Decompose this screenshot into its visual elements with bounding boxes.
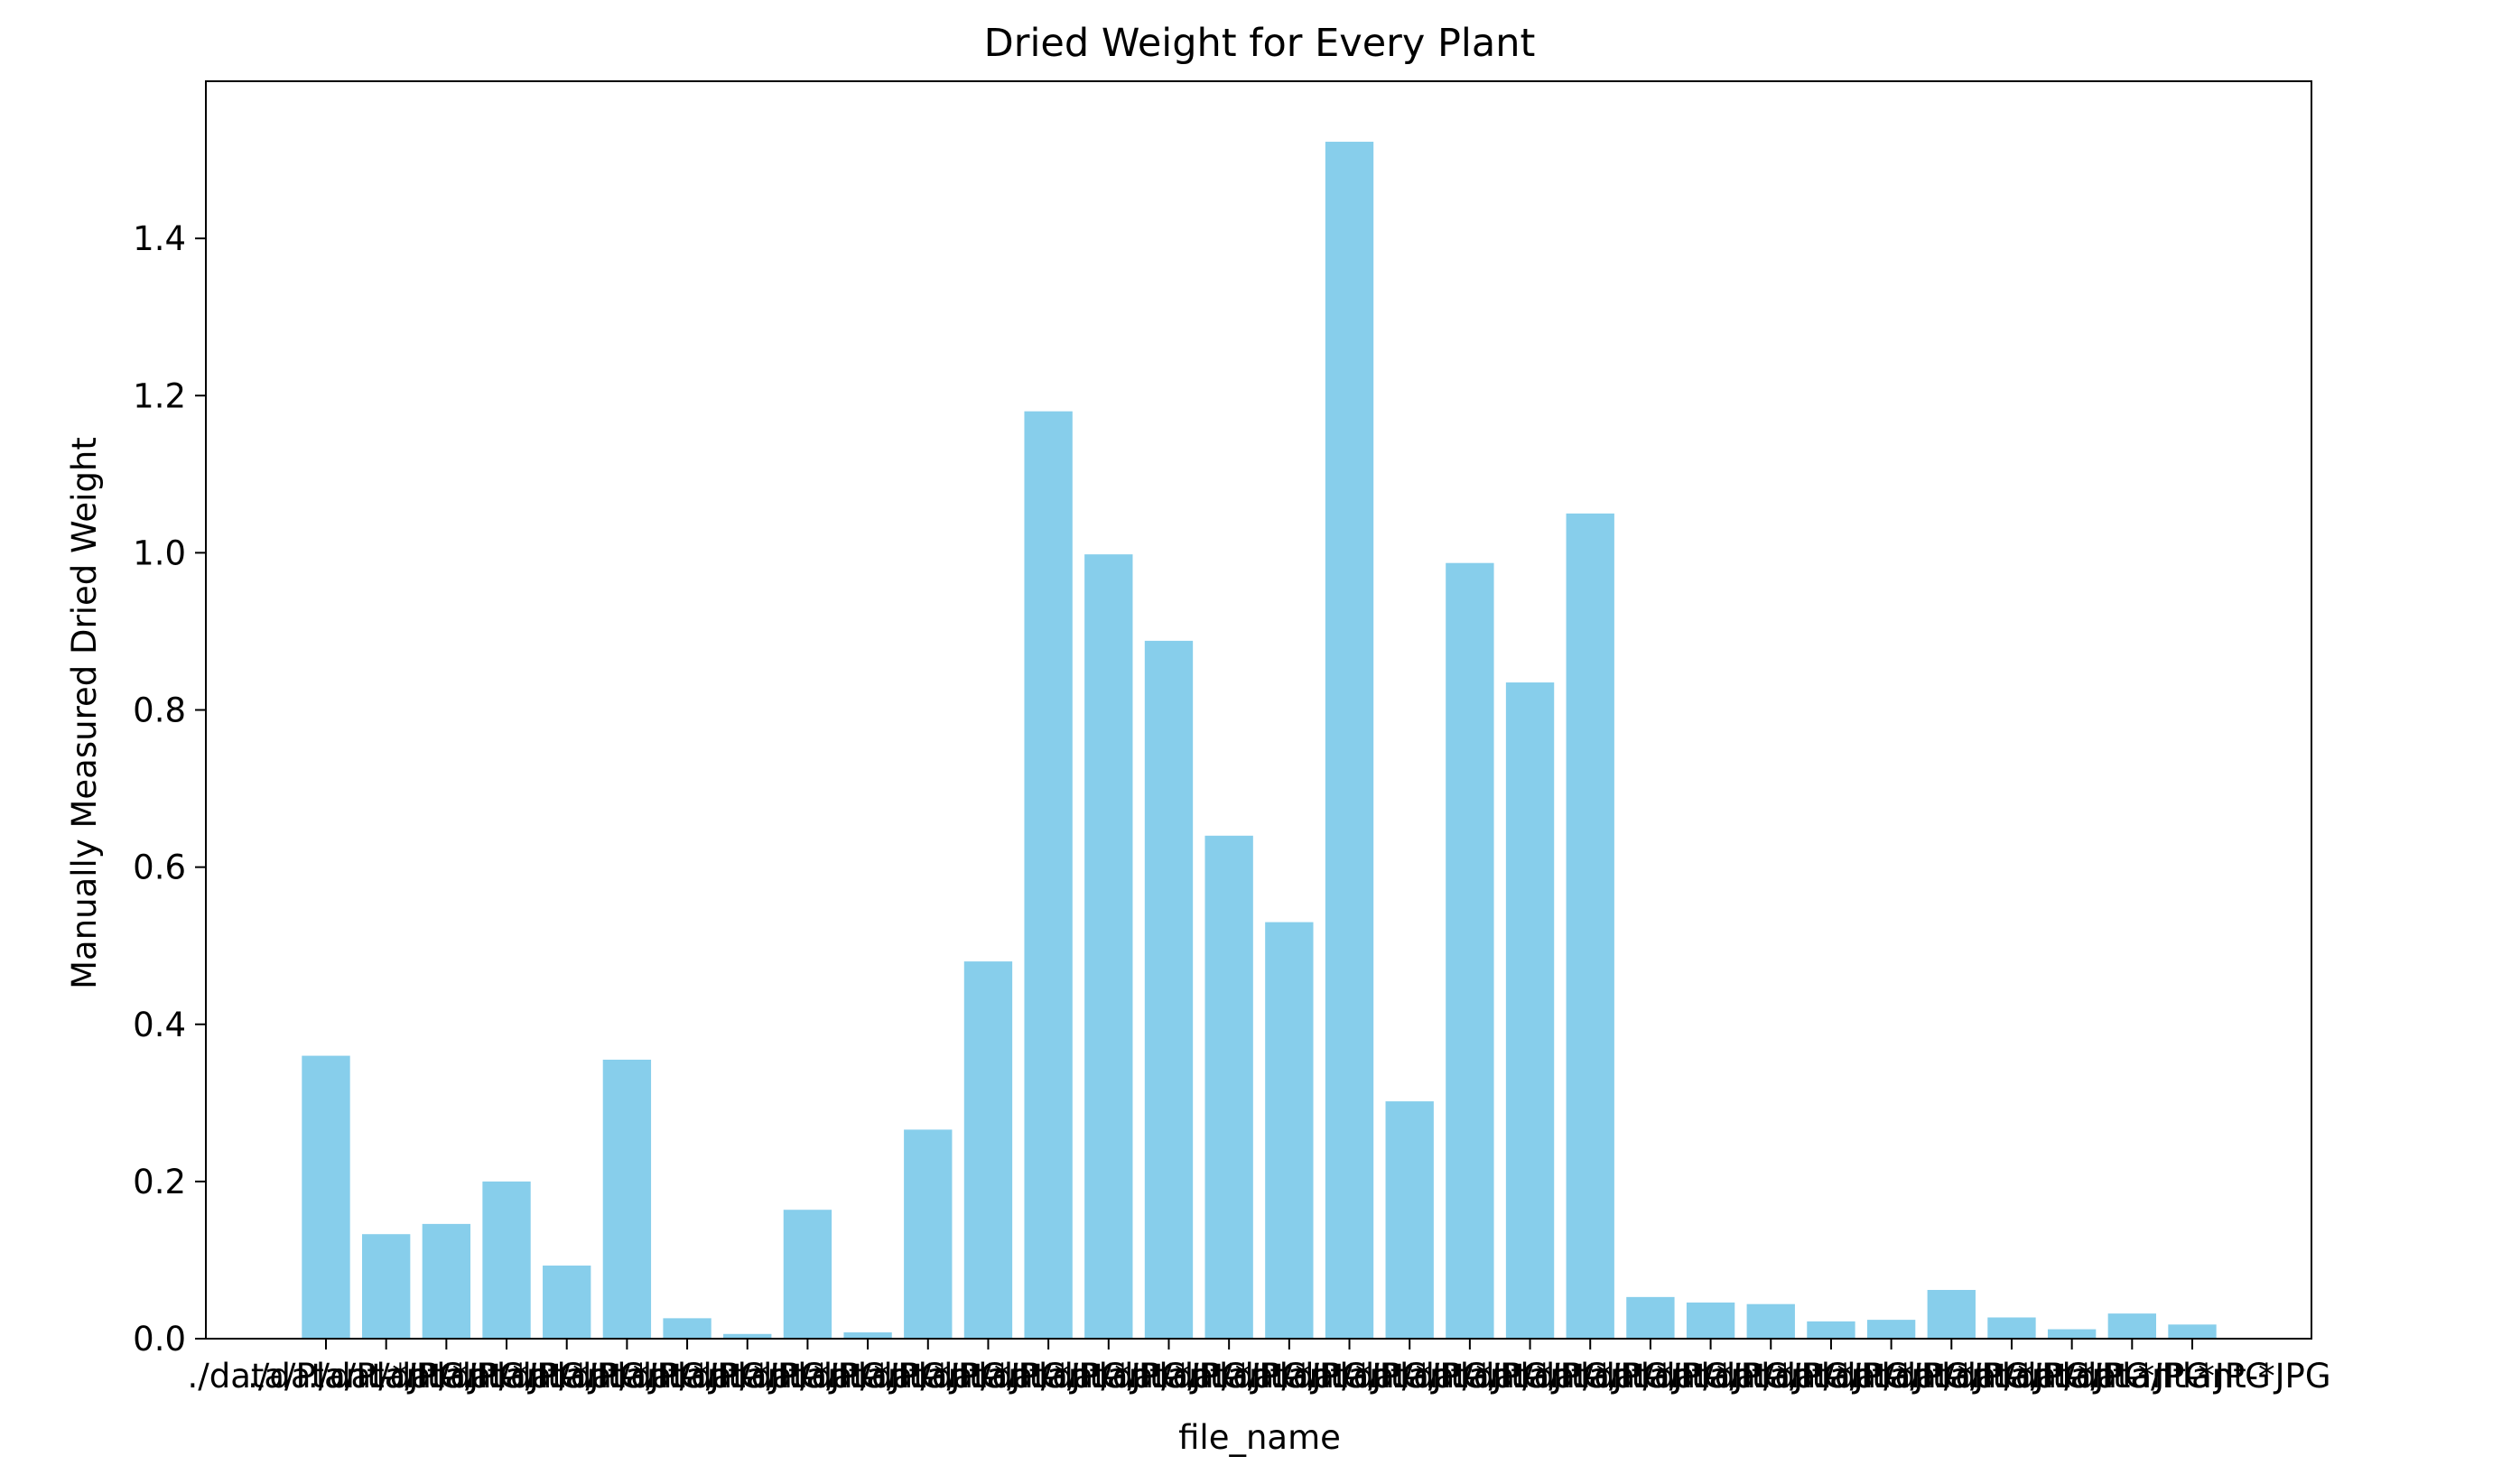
bar	[1144, 640, 1194, 1339]
x-tick-label: ./data/Plant-*JPG	[1933, 1357, 2210, 1396]
bar	[1566, 513, 1614, 1339]
bar	[302, 1055, 350, 1339]
x-tick-label: ./data/Plant-*JPG	[1632, 1357, 1910, 1396]
bar	[1866, 1320, 1916, 1339]
y-tick-label: 0.2	[133, 1163, 186, 1201]
bar	[1084, 554, 1133, 1339]
y-tick-label: 0.8	[133, 691, 186, 730]
bar	[1505, 682, 1555, 1339]
x-tick-label: ./data/Plant-*JPG	[549, 1357, 826, 1396]
x-tick-label: ./data/Plant-*JPG	[1994, 1357, 2271, 1396]
bar	[723, 1333, 772, 1339]
plot-frame	[205, 80, 2312, 1340]
x-tick-label: ./data/Plant-*JPG	[789, 1357, 1066, 1396]
bar	[663, 1318, 711, 1339]
x-tick-label: ./data/Plant-*JPG	[910, 1357, 1187, 1396]
bar	[963, 961, 1013, 1339]
bar	[1626, 1296, 1675, 1339]
chart-title: Dried Weight for Every Plant	[984, 21, 1536, 66]
x-tick-label: ./data/Plant-*JPG	[368, 1357, 646, 1396]
y-tick-label: 1.0	[133, 533, 186, 572]
x-axis-label: file_name	[1178, 1418, 1341, 1457]
bar	[1325, 142, 1374, 1340]
x-tick-label: ./data/Plant-*JPG	[488, 1357, 766, 1396]
x-tick-label: ./data/Plant-*JPG	[970, 1357, 1247, 1396]
x-tick-label: ./data/Plant-*JPG	[1271, 1357, 1548, 1396]
x-tick-label: ./data/Plant-*JPG	[1150, 1357, 1428, 1396]
bar	[1204, 835, 1253, 1339]
bar	[1927, 1290, 1976, 1339]
bar	[362, 1234, 411, 1339]
x-tick-label: ./data/Plant-*JPG	[1813, 1357, 2090, 1396]
x-tick-label: ./data/Plant-*JPG	[428, 1357, 705, 1396]
x-tick-label: ./data/Plant-*JPG	[1692, 1357, 1969, 1396]
bar	[1385, 1101, 1434, 1339]
x-tick-label: ./data/Plant-*JPG	[2053, 1357, 2330, 1396]
bar	[482, 1181, 531, 1339]
y-tick-label: 1.2	[133, 376, 186, 415]
bar	[904, 1129, 953, 1339]
y-tick-label: 1.4	[133, 219, 186, 258]
bar	[1446, 562, 1494, 1339]
y-tick-label: 0.6	[133, 849, 186, 887]
x-tick-label: ./data/Plant-*JPG	[1091, 1357, 1368, 1396]
bar	[602, 1059, 652, 1339]
bar	[1807, 1321, 1855, 1339]
x-tick-label: ./data/Plant-*JPG	[247, 1357, 525, 1396]
bar	[422, 1223, 471, 1339]
x-tick-label: ./data/Plant-*JPG	[1452, 1357, 1729, 1396]
bar	[1265, 922, 1314, 1339]
y-tick-label: 0.0	[133, 1320, 186, 1359]
x-tick-label: ./data/Plant-*JPG	[850, 1357, 1127, 1396]
bar	[1686, 1302, 1735, 1339]
x-tick-label: ./data/Plant-*JPG	[609, 1357, 886, 1396]
y-axis: 0.0 0.2 0.4 0.6 0.8 1.0 1.2 1.4	[133, 219, 206, 1359]
x-tick-label: ./data/Plant-*JPG	[308, 1357, 585, 1396]
x-axis: ./data/Plant-*JPG./data/Plant-*JPG./data…	[187, 1339, 2331, 1396]
x-tick-label: ./data/Plant-*JPG	[1572, 1357, 1849, 1396]
y-axis-label: Manually Measured Dried Weight	[65, 437, 104, 989]
x-tick-label: ./data/Plant-*JPG	[1211, 1357, 1488, 1396]
bar	[843, 1332, 892, 1339]
x-tick-label: ./data/Plant-*JPG	[1511, 1357, 1789, 1396]
x-tick-label: ./data/Plant-*JPG	[1331, 1357, 1608, 1396]
bar	[1987, 1317, 2036, 1339]
bar	[543, 1266, 591, 1339]
x-tick-label: ./data/Plant-*JPG	[187, 1357, 464, 1396]
bar	[2107, 1313, 2156, 1339]
bar	[2168, 1324, 2217, 1339]
x-tick-label: ./data/Plant-*JPG	[1753, 1357, 2030, 1396]
y-tick-label: 0.4	[133, 1006, 186, 1044]
x-tick-label: ./data/Plant-*JPG	[1873, 1357, 2150, 1396]
x-tick-label: ./data/Plant-*JPG	[669, 1357, 946, 1396]
x-tick-label: ./data/Plant-*JPG	[1030, 1357, 1307, 1396]
bar	[1746, 1303, 1795, 1339]
x-tick-label: ./data/Plant-*JPG	[730, 1357, 1007, 1396]
bar	[783, 1210, 832, 1339]
bar	[1024, 411, 1073, 1340]
bars-group	[302, 142, 2217, 1340]
x-tick-label: ./data/Plant-*JPG	[1391, 1357, 1669, 1396]
bar	[2047, 1329, 2097, 1339]
